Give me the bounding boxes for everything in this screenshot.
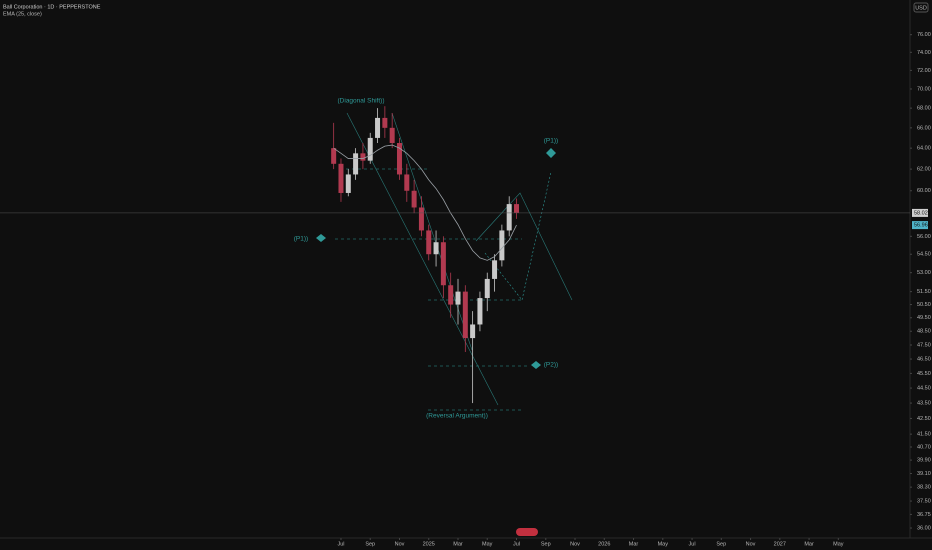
- y-tick-label: 44.50: [917, 386, 931, 392]
- currency[interactable]: USD: [915, 5, 927, 11]
- annotation: (Reversal Argument)): [426, 413, 488, 420]
- indicator-label: EMA (25, close): [3, 11, 42, 17]
- y-tick-label: 76.00: [917, 32, 931, 38]
- x-tick-label: Jul: [337, 541, 344, 547]
- candle-body: [375, 117, 381, 138]
- y-tick-label: 40.70: [917, 444, 931, 450]
- y-tick-label: 68.00: [917, 106, 931, 112]
- x-tick-label: Nov: [395, 541, 405, 547]
- price-tag-label: 58.02: [914, 210, 928, 216]
- candle-body: [477, 298, 483, 325]
- candle-body: [433, 242, 439, 255]
- annotation: (P2)): [544, 362, 558, 369]
- candle-body: [440, 242, 446, 286]
- x-tick-label: Sep: [365, 541, 375, 547]
- y-tick-label: 46.50: [917, 357, 931, 363]
- y-tick-label: 45.50: [917, 371, 931, 377]
- candle-body: [462, 291, 468, 339]
- candle-body: [360, 153, 366, 161]
- ema-tag-label: 56.96: [914, 223, 928, 229]
- x-tick-label: Jul: [689, 541, 696, 547]
- y-tick-label: 39.10: [917, 471, 931, 477]
- y-tick-label: 50.50: [917, 302, 931, 308]
- chart-title: Ball Corporation · 1D · PEPPERSTONE: [3, 4, 101, 10]
- y-tick-label: 51.50: [917, 289, 931, 295]
- x-tick-label: May: [482, 541, 493, 547]
- y-tick-label: 66.00: [917, 125, 931, 131]
- x-tick-label: May: [833, 541, 844, 547]
- candle-body: [338, 163, 344, 193]
- y-tick-label: 39.90: [917, 458, 931, 464]
- price-tag: [912, 208, 928, 217]
- x-tick-label: 2027: [774, 541, 786, 547]
- y-tick-label: 64.00: [917, 146, 931, 152]
- candle-body: [418, 207, 424, 231]
- x-tick-label: Mar: [629, 541, 639, 547]
- y-tick-label: 38.30: [917, 485, 931, 491]
- y-tick-label: 54.50: [917, 252, 931, 258]
- annotation: (P1)): [544, 138, 558, 145]
- x-tick-label: 2025: [423, 541, 435, 547]
- candle-body: [345, 174, 351, 193]
- y-tick-label: 70.00: [917, 86, 931, 92]
- candle-body: [448, 285, 454, 305]
- y-tick-label: 62.00: [917, 167, 931, 173]
- x-tick-label: Nov: [570, 541, 580, 547]
- x-tick-label: Mar: [453, 541, 463, 547]
- x-tick-label: Jul: [513, 541, 520, 547]
- candle-body: [470, 324, 476, 339]
- replay-badge[interactable]: [516, 528, 538, 536]
- trend-line: [475, 192, 573, 301]
- candle-body: [499, 230, 505, 261]
- y-tick-label: 60.00: [917, 188, 931, 194]
- y-tick-label: 53.00: [917, 270, 931, 276]
- y-tick-label: 36.75: [917, 512, 931, 518]
- drawings: [316, 112, 573, 411]
- candle-body: [396, 143, 402, 175]
- y-tick-label: 42.50: [917, 416, 931, 422]
- candle-body: [367, 137, 373, 161]
- y-tick-label: 43.50: [917, 401, 931, 407]
- candle-body: [484, 278, 490, 299]
- candle-body: [389, 127, 395, 144]
- y-tick-label: 49.50: [917, 315, 931, 321]
- y-tick-label: 37.50: [917, 499, 931, 505]
- y-tick-label: 56.00: [917, 234, 931, 240]
- candle-body: [455, 291, 461, 305]
- y-tick-label: 41.50: [917, 432, 931, 438]
- candle-body: [492, 260, 498, 279]
- ema-line: [333, 144, 517, 261]
- x-tick-label: Sep: [716, 541, 726, 547]
- ema-tag: [912, 221, 928, 230]
- currency-box[interactable]: [913, 2, 929, 13]
- candle-body: [382, 117, 388, 128]
- candle-body: [514, 204, 520, 213]
- x-tick-label: Mar: [804, 541, 814, 547]
- annotation: (P1)): [294, 236, 308, 243]
- y-tick-label: 74.00: [917, 50, 931, 56]
- candle-body: [411, 190, 417, 208]
- x-tick-label: 2026: [598, 541, 610, 547]
- x-tick-label: Nov: [746, 541, 756, 547]
- y-tick-label: 36.00: [917, 525, 931, 531]
- y-tick-label: 72.00: [917, 68, 931, 74]
- x-tick-label: Sep: [541, 541, 551, 547]
- candle-body: [353, 153, 359, 175]
- annotation: (Diagonal Shift)): [338, 98, 385, 105]
- y-tick-label: 48.50: [917, 329, 931, 335]
- x-tick-label: May: [658, 541, 669, 547]
- candle-body: [426, 230, 432, 255]
- candle-body: [331, 148, 337, 164]
- candle-body: [404, 174, 410, 191]
- candle-body: [506, 204, 512, 231]
- y-tick-label: 47.50: [917, 342, 931, 348]
